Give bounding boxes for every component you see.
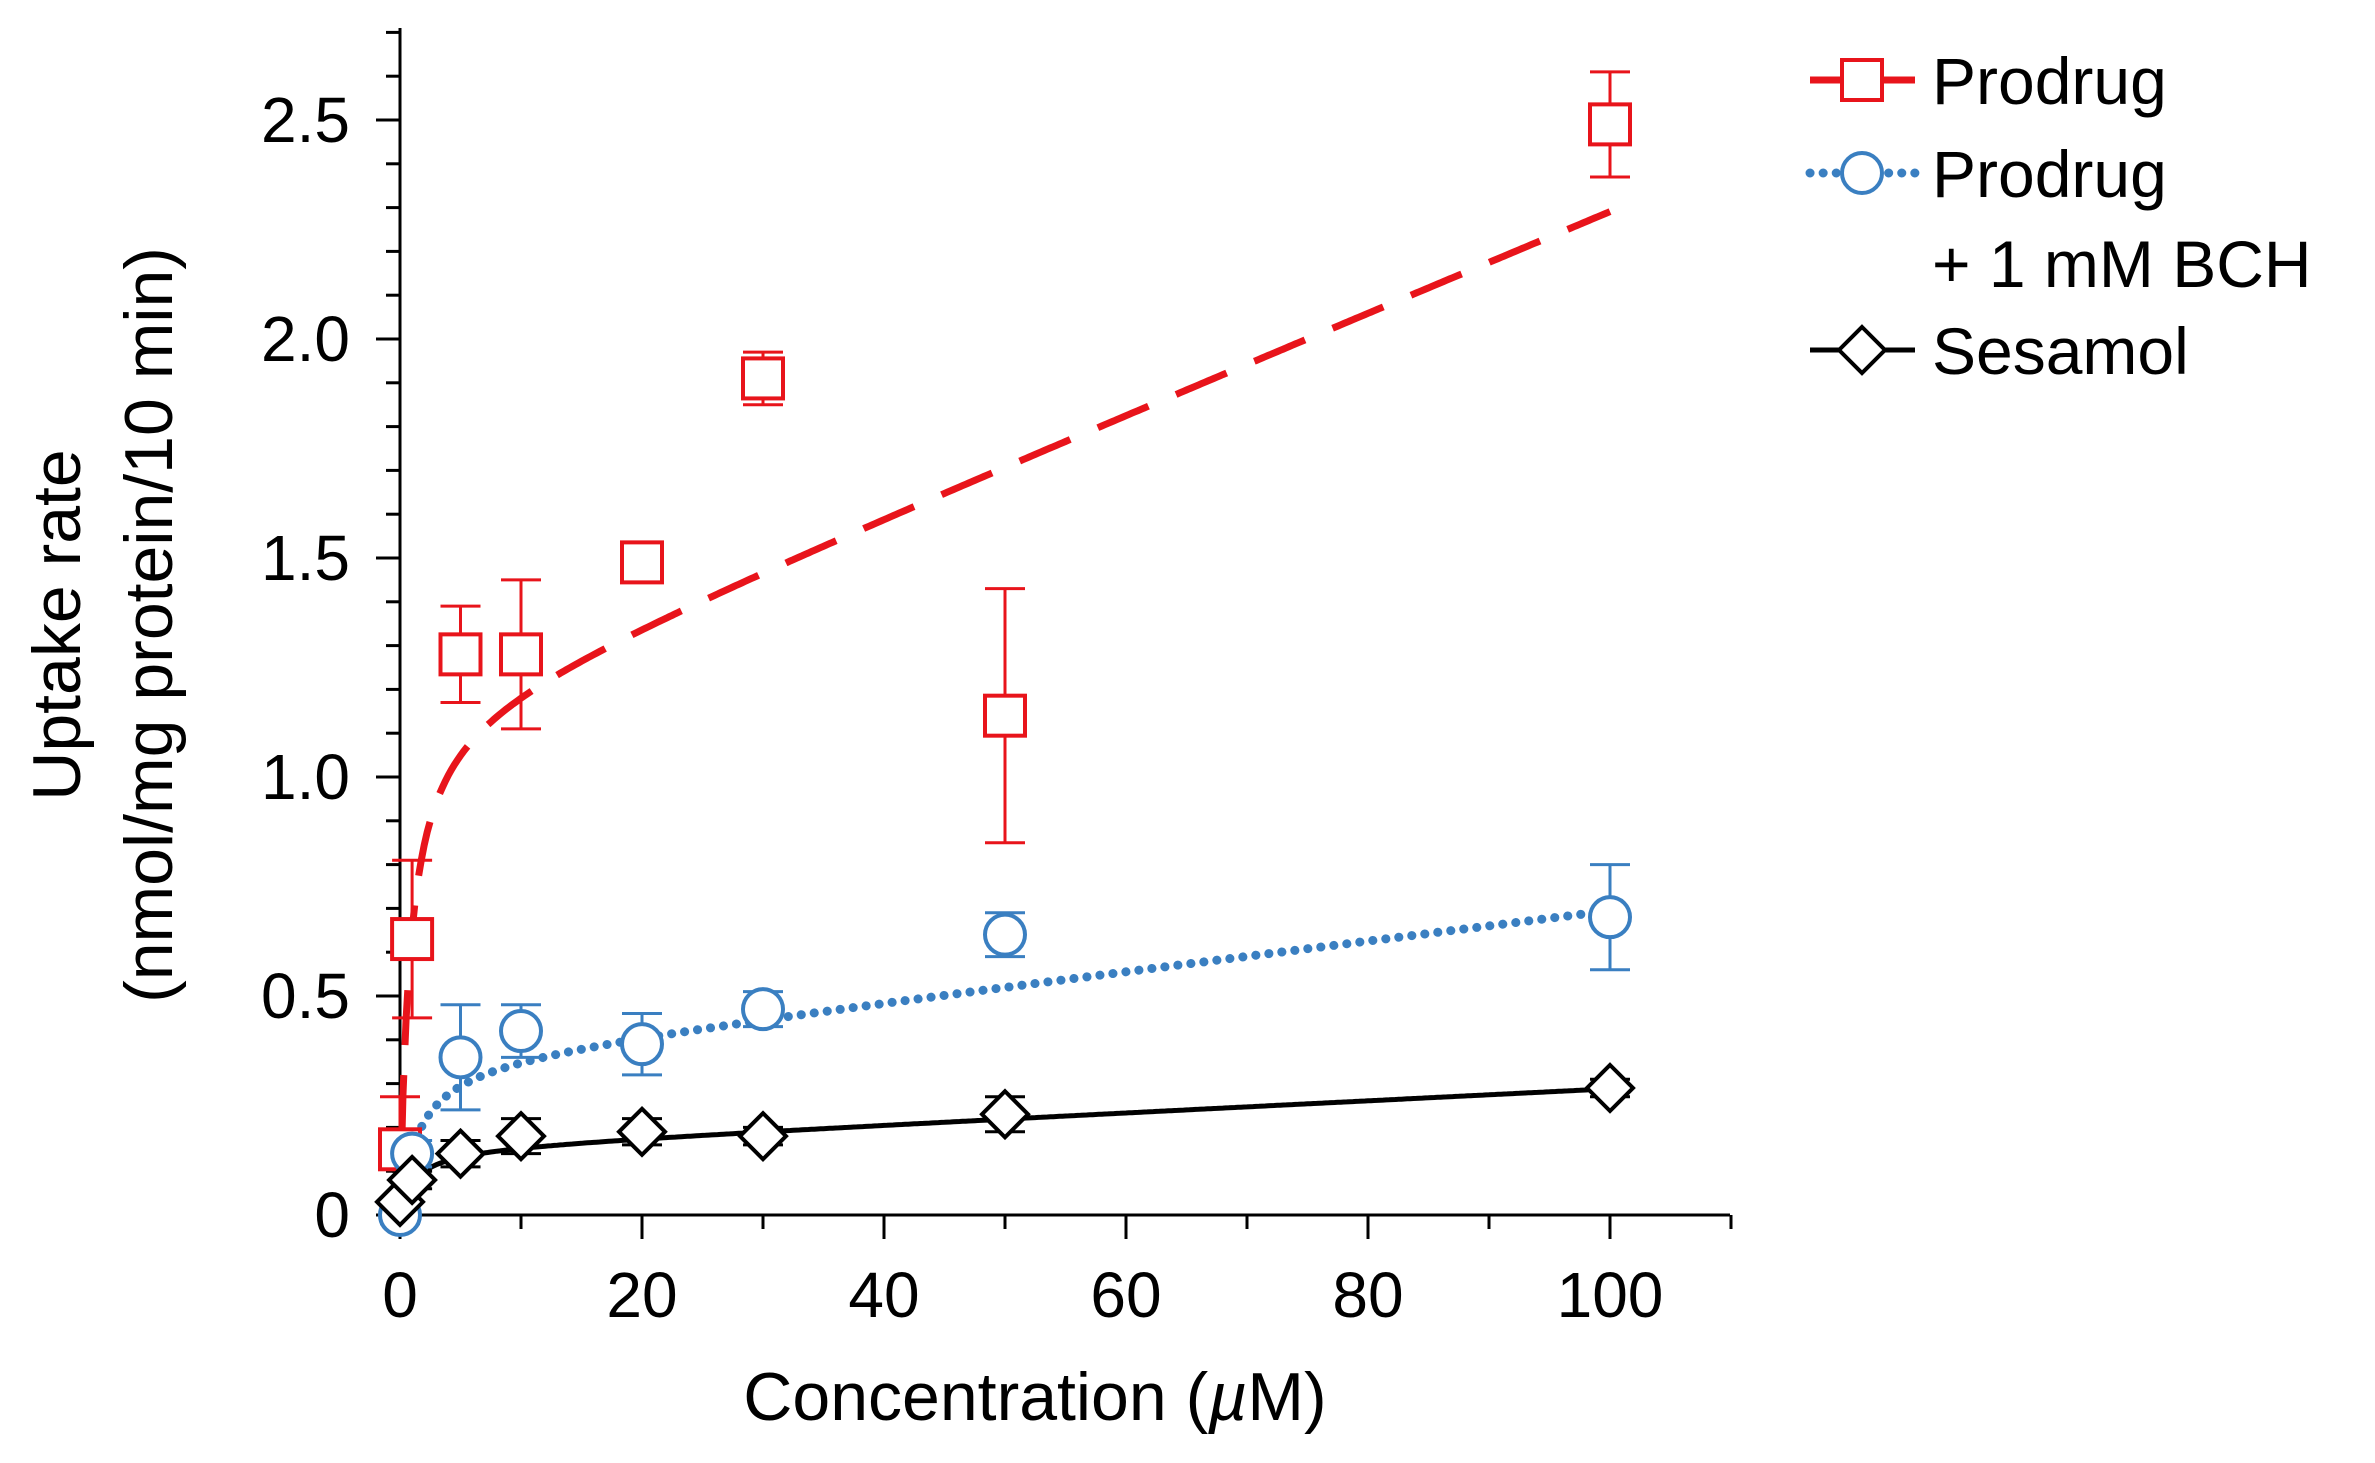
data-point-circle bbox=[741, 987, 785, 1032]
y-tick-label: 2.0 bbox=[261, 303, 350, 375]
fit-curve-circle bbox=[395, 906, 1615, 1220]
y-axis-label: Uptake rate bbox=[19, 449, 95, 801]
x-axis-label: Concentration (µM) bbox=[743, 1359, 1326, 1435]
legend-label-circle: Prodrug bbox=[1932, 137, 2167, 211]
data-point-square bbox=[438, 632, 483, 677]
y-tick-label: 0.5 bbox=[261, 960, 350, 1032]
x-tick-label: 0 bbox=[382, 1259, 418, 1331]
x-tick-label: 40 bbox=[848, 1259, 919, 1331]
y-axis-label-unit: (nmol/mg protein/10 min) bbox=[111, 247, 187, 1003]
y-tick-label: 1.0 bbox=[261, 741, 350, 813]
data-point-circle bbox=[620, 1022, 664, 1067]
data-point-diamond bbox=[737, 1110, 789, 1162]
legend-label-diamond: Sesamol bbox=[1932, 314, 2189, 388]
x-tick-label: 60 bbox=[1090, 1259, 1161, 1331]
data-point-square bbox=[620, 540, 664, 585]
data-point-diamond bbox=[495, 1110, 547, 1162]
axes: 0 20 40 60 80 100 0 0.5 1.0 1.5 2.0 2.5 bbox=[261, 28, 1733, 1331]
x-tick-label: 80 bbox=[1332, 1259, 1403, 1331]
data-point-square bbox=[1588, 102, 1632, 147]
legend-marker-square bbox=[1840, 58, 1884, 102]
legend-marker-circle bbox=[1840, 151, 1884, 195]
data-point-square bbox=[983, 693, 1027, 738]
data-point-square bbox=[741, 356, 785, 401]
x-tick-label: 100 bbox=[1557, 1259, 1664, 1331]
data-point-square bbox=[499, 632, 543, 677]
data-point-circle bbox=[983, 912, 1027, 957]
x-axis-label-mu: µ bbox=[1207, 1359, 1247, 1435]
y-tick-label: 2.5 bbox=[261, 84, 350, 156]
data-point-diamond bbox=[1584, 1062, 1636, 1114]
data-point-diamond bbox=[434, 1127, 487, 1180]
data-point-diamond bbox=[386, 1154, 438, 1206]
data-point-square bbox=[390, 917, 435, 962]
data-point-diamond bbox=[616, 1105, 668, 1158]
x-axis-label-text: Concentration ( bbox=[743, 1359, 1208, 1435]
legend-label-square: Prodrug bbox=[1932, 44, 2167, 118]
fit-curve-square bbox=[396, 208, 1612, 1216]
data-point-circle bbox=[1588, 895, 1632, 940]
data-point-diamond bbox=[979, 1088, 1031, 1141]
y-tick-label: 0 bbox=[314, 1179, 350, 1251]
legend-marker-diamond bbox=[1836, 324, 1888, 376]
x-axis-label-unit: M) bbox=[1247, 1359, 1326, 1435]
data-markers bbox=[374, 102, 1636, 1237]
legend: Prodrug Prodrug + 1 mM BCH Sesamol bbox=[1805, 44, 2312, 388]
y-tick-label: 1.5 bbox=[261, 522, 350, 594]
data-point-circle bbox=[499, 1009, 543, 1054]
axis-labels: Concentration (µM) Uptake rate (nmol/mg … bbox=[19, 247, 1327, 1435]
x-tick-label: 20 bbox=[606, 1259, 677, 1331]
legend-label-circle: + 1 mM BCH bbox=[1932, 227, 2312, 301]
data-point-circle bbox=[438, 1035, 483, 1080]
